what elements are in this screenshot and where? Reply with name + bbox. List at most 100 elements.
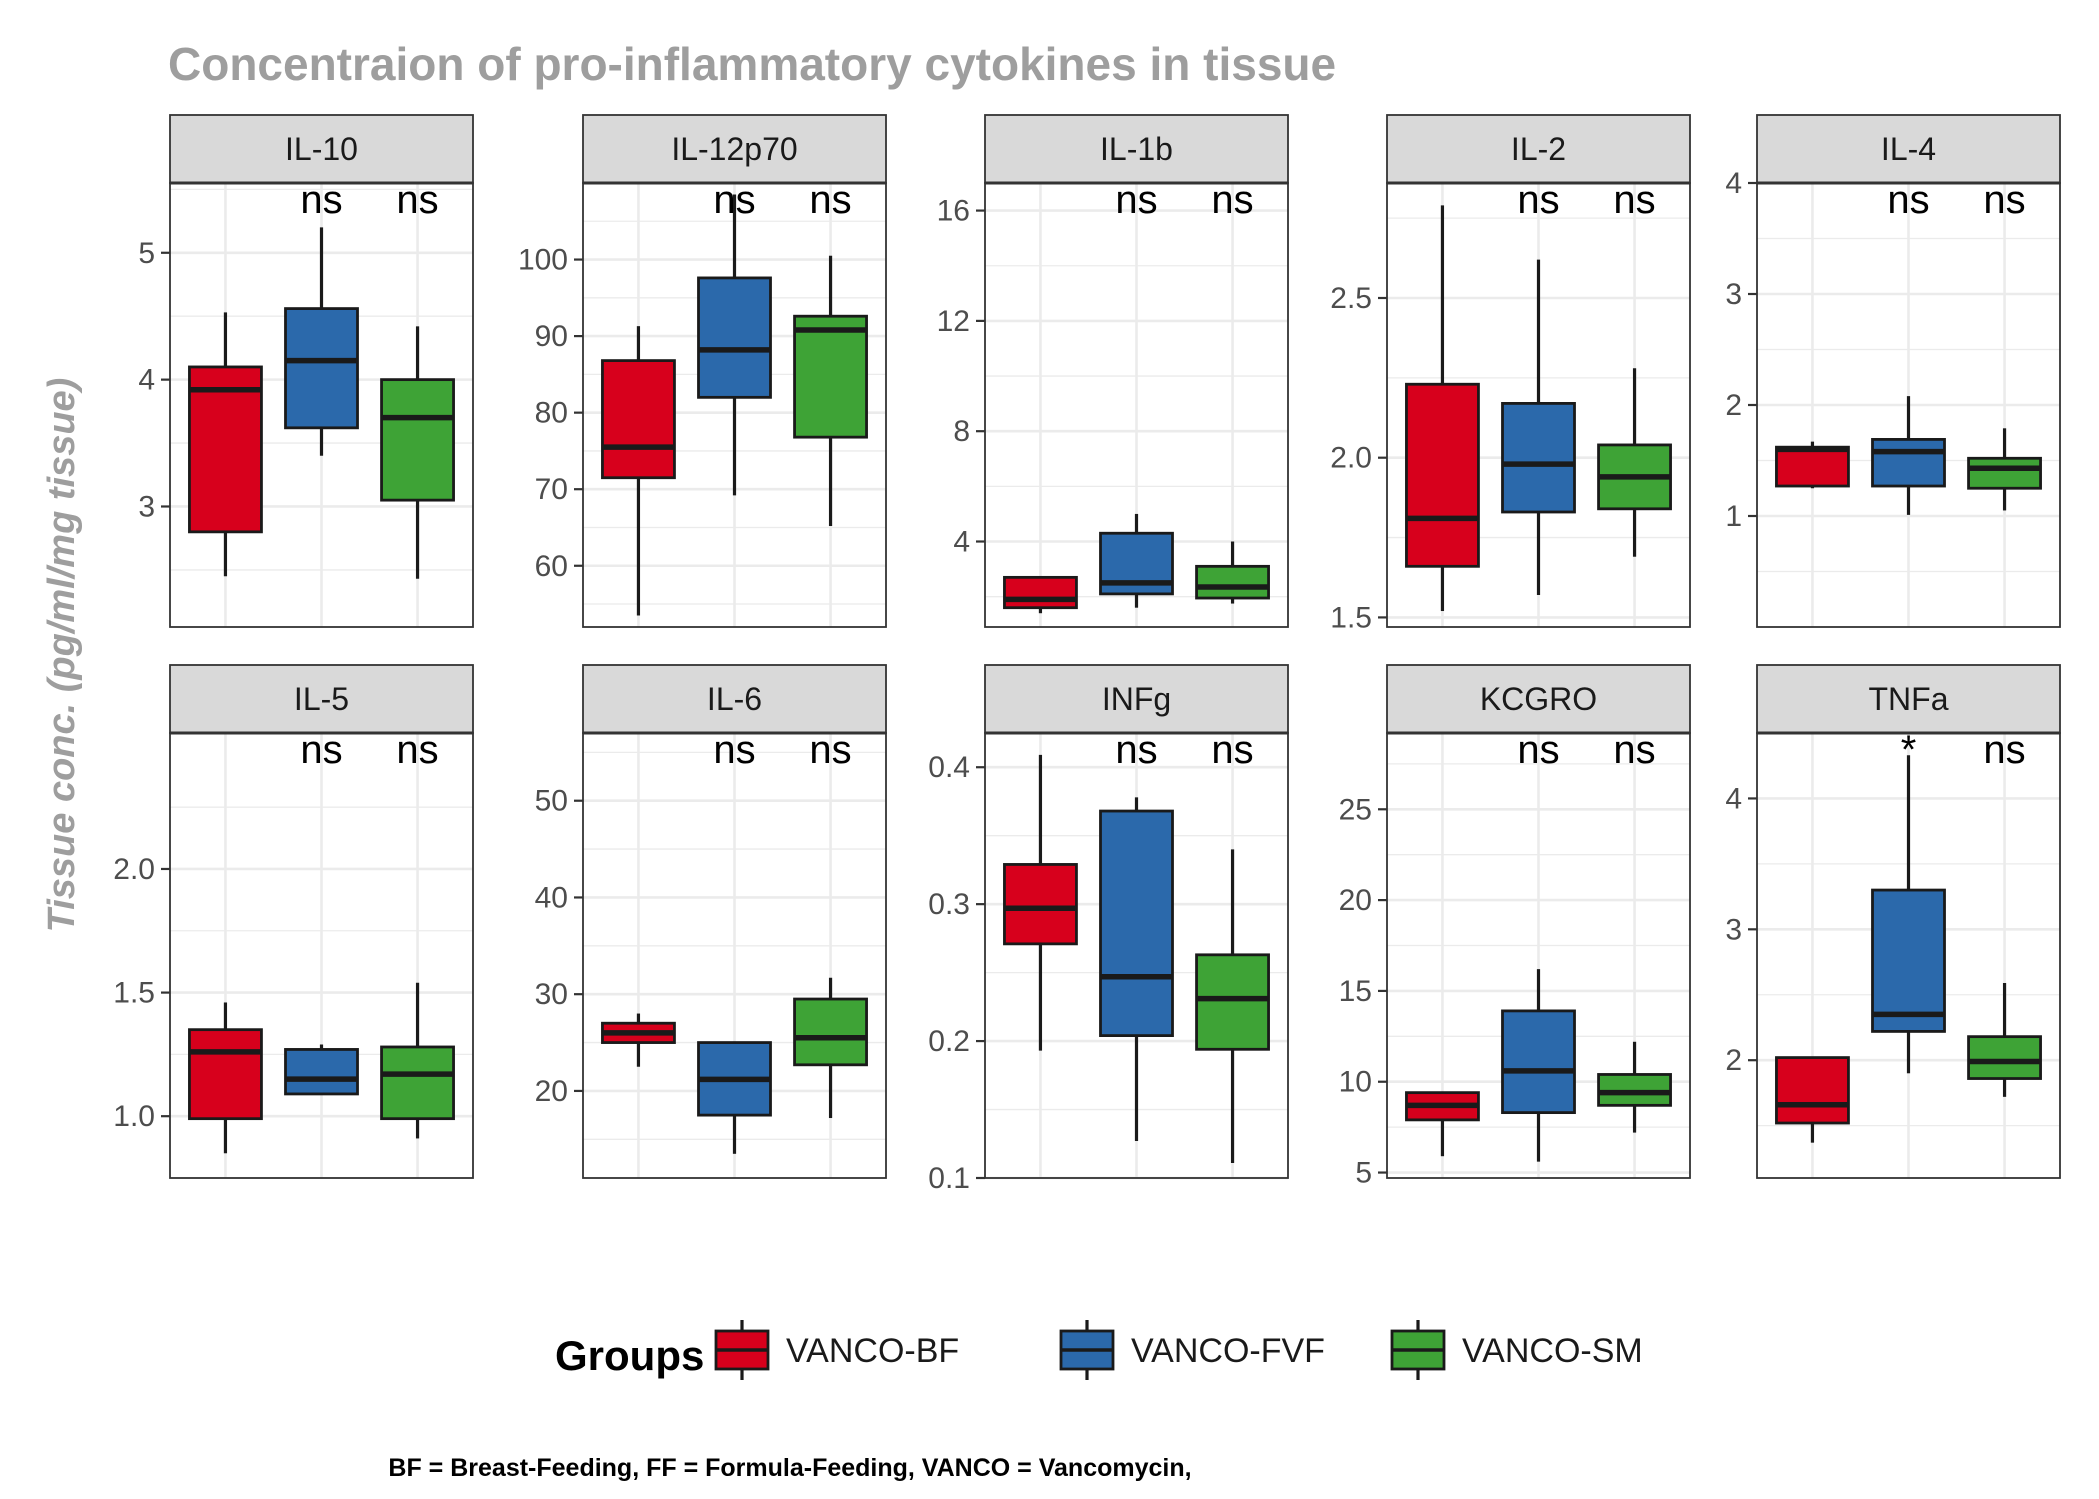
significance-label: ns: [713, 728, 755, 772]
y-tick-label: 90: [535, 320, 568, 353]
significance-label: ns: [809, 728, 851, 772]
significance-label: ns: [396, 728, 438, 772]
box-iqr: [601, 359, 676, 480]
significance-label: ns: [713, 178, 755, 222]
box-iqr: [1195, 953, 1270, 1051]
box-iqr: [1871, 438, 1946, 488]
significance-label: ns: [1115, 178, 1157, 222]
box-vanco-sm: [1195, 849, 1270, 1163]
strip-label: IL-5: [294, 681, 349, 717]
strip-label: TNFa: [1869, 681, 1949, 717]
box-vanco-bf: [1775, 1056, 1850, 1143]
box-vanco-fvf: [284, 227, 359, 456]
strip: [984, 664, 1289, 734]
legend-label: VANCO-BF: [786, 1332, 959, 1370]
y-tick-label: 1.5: [1330, 601, 1372, 634]
significance-label: ns: [1983, 178, 2025, 222]
facet-il-10: IL-10 3 4 5 ns ns: [138, 114, 474, 628]
box-iqr: [1967, 1035, 2042, 1080]
box-iqr: [380, 378, 455, 502]
strip: [1756, 114, 2061, 184]
box-iqr: [1967, 456, 2042, 490]
y-tick-label: 70: [535, 473, 568, 506]
facet-infg: INFg 0.1 0.2 0.3 0.4 ns ns: [928, 664, 1289, 1195]
y-tick-label: 4: [953, 526, 970, 559]
strip-label: KCGRO: [1480, 681, 1597, 717]
y-tick-label: 3: [138, 490, 155, 523]
strip-label: IL-10: [285, 131, 358, 167]
box-vanco-fvf: [284, 1044, 359, 1096]
significance-label: ns: [1211, 728, 1253, 772]
y-tick-label: 3: [1725, 913, 1742, 946]
y-axis-label: Tissue conc. (pg/ml/mg tissue): [41, 378, 83, 933]
box-vanco-bf: [1003, 754, 1078, 1051]
legend-title: Groups: [555, 1332, 704, 1379]
y-tick-label: 80: [535, 397, 568, 430]
facet-il-1b: IL-1b 4 8 12 16 ns ns: [937, 114, 1289, 628]
y-tick-label: 15: [1339, 975, 1372, 1008]
box-vanco-bf: [601, 326, 676, 616]
y-tick-label: 50: [535, 785, 568, 818]
box-vanco-fvf: [1501, 259, 1576, 596]
legend-item-vanco-fvf: VANCO-FVF: [1059, 1320, 1325, 1380]
y-tick-label: 2.5: [1330, 282, 1372, 315]
facet-il-12p70: IL-12p70 60 70 80 90 100 ns ns: [518, 114, 887, 628]
significance-label: ns: [1613, 178, 1655, 222]
box-iqr: [1775, 1056, 1850, 1125]
y-tick-label: 4: [1725, 782, 1742, 815]
box-vanco-sm: [793, 255, 868, 526]
box-vanco-bf: [188, 312, 263, 577]
chart-caption: BF = Breast-Feeding, FF = Formula-Feedin…: [388, 1454, 1191, 1482]
significance-label: ns: [300, 178, 342, 222]
box-vanco-sm: [1195, 541, 1270, 604]
strip: [1386, 114, 1691, 184]
significance-label: ns: [809, 178, 851, 222]
legend-label: VANCO-FVF: [1131, 1332, 1325, 1370]
legend-label: VANCO-SM: [1462, 1332, 1643, 1370]
box-vanco-sm: [380, 326, 455, 579]
box-vanco-bf: [1405, 205, 1480, 612]
y-tick-label: 20: [535, 1075, 568, 1108]
facet-il-4: IL-4 1 2 3 4 ns ns: [1725, 114, 2061, 628]
box-iqr: [1003, 575, 1078, 610]
box-vanco-fvf: [1099, 797, 1174, 1142]
box-iqr: [1195, 564, 1270, 600]
significance-label: ns: [300, 728, 342, 772]
box-vanco-fvf: [1501, 969, 1576, 1162]
box-iqr: [1775, 445, 1850, 488]
y-tick-label: 10: [1339, 1066, 1372, 1099]
box-vanco-sm: [1597, 368, 1672, 557]
strip: [169, 114, 474, 184]
significance-label: ns: [396, 178, 438, 222]
facet-il-5: IL-5 1.0 1.5 2.0 ns ns: [113, 664, 474, 1179]
legend-item-vanco-bf: VANCO-BF: [714, 1320, 959, 1380]
strip: [582, 114, 887, 184]
significance-label: ns: [1613, 728, 1655, 772]
strip-label: IL-1b: [1100, 131, 1173, 167]
strip: [169, 664, 474, 734]
strip-label: IL-12p70: [671, 131, 797, 167]
box-vanco-fvf: [1099, 513, 1174, 608]
strip-label: IL-6: [707, 681, 762, 717]
strip-label: IL-2: [1511, 131, 1566, 167]
box-vanco-bf: [1405, 1091, 1480, 1157]
y-tick-label: 4: [1725, 167, 1742, 200]
y-tick-label: 12: [937, 305, 970, 338]
y-tick-label: 0.4: [928, 751, 970, 784]
legend-item-vanco-sm: VANCO-SM: [1390, 1320, 1643, 1380]
strip-label: IL-4: [1881, 131, 1936, 167]
y-tick-label: 2.0: [113, 853, 155, 886]
chart-title: Concentraion of pro-inflammatory cytokin…: [168, 38, 1336, 90]
box-iqr: [188, 365, 263, 534]
y-tick-label: 25: [1339, 793, 1372, 826]
box-vanco-bf: [1775, 441, 1850, 489]
box-iqr: [380, 1045, 455, 1121]
box-iqr: [793, 314, 868, 439]
y-tick-label: 1: [1725, 500, 1742, 533]
box-iqr: [284, 1048, 359, 1096]
y-tick-label: 2: [1725, 1044, 1742, 1077]
significance-label: ns: [1115, 728, 1157, 772]
y-tick-label: 2.0: [1330, 442, 1372, 475]
